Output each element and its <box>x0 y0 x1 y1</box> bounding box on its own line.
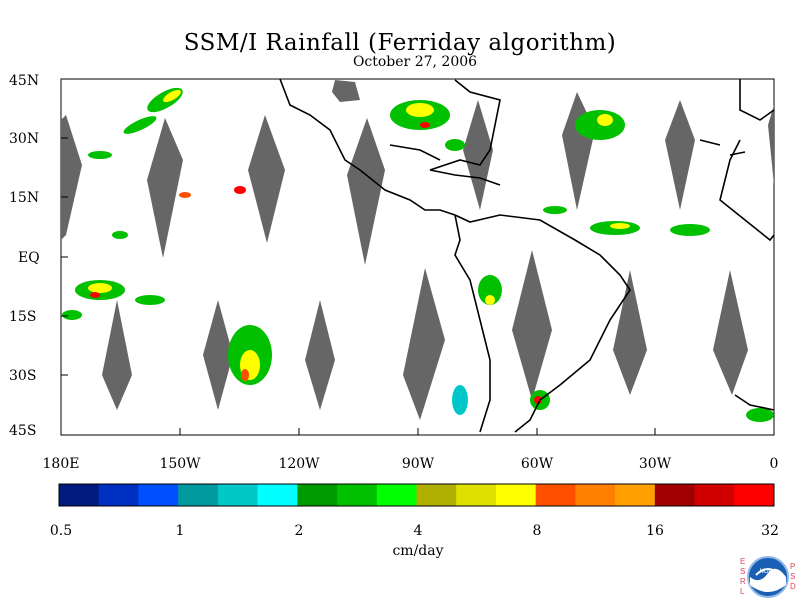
latitude-labels: 45N 30N 15N EQ 15S 30S 45S <box>9 73 40 439</box>
noaa-seal-text: NOAA <box>759 569 776 575</box>
colorbar-tick: 4 <box>414 523 423 539</box>
lat-label: 15S <box>9 309 36 325</box>
colorbar-swatch <box>535 484 576 506</box>
colorbar <box>59 484 775 506</box>
colorbar-swatch <box>59 484 100 506</box>
colorbar-tick: 2 <box>295 523 304 539</box>
colorbar-tick: 32 <box>761 523 779 539</box>
lat-label: 45S <box>9 423 36 439</box>
colorbar-swatch <box>654 484 696 506</box>
lon-label: 30W <box>639 456 672 472</box>
colorbar-swatch <box>178 484 219 506</box>
colorbar-swatch <box>734 484 775 506</box>
lon-label: 120W <box>278 456 320 472</box>
colorbar-swatch <box>376 484 417 506</box>
colorbar-swatch <box>217 484 259 506</box>
colorbar-unit: cm/day <box>392 543 443 559</box>
colorbar-tick-labels: 0.5 1 2 4 8 16 32 <box>50 523 779 539</box>
colorbar-swatch <box>98 484 139 506</box>
colorbar-swatch <box>257 484 298 506</box>
lat-label: 45N <box>9 73 39 89</box>
map-date: October 27, 2006 <box>352 54 478 70</box>
colorbar-frame <box>58 483 775 507</box>
logo-letter: E <box>740 557 746 566</box>
lon-label: 180E <box>43 456 80 472</box>
logo-letter: D <box>790 582 796 591</box>
logo-letter: S <box>740 567 746 576</box>
lat-label: 15N <box>9 190 39 206</box>
lon-label: 0 <box>770 456 779 472</box>
rainfall-patches <box>62 87 774 422</box>
lon-label: 150W <box>159 456 201 472</box>
colorbar-swatch <box>416 484 457 506</box>
swath-gaps <box>61 80 774 420</box>
lon-label: 60W <box>521 456 554 472</box>
map-title: SSM/I Rainfall (Ferriday algorithm) <box>183 30 617 56</box>
colorbar-swatch <box>495 484 537 506</box>
logo-letter: P <box>790 562 796 571</box>
lat-label: 30N <box>9 131 39 147</box>
colorbar-swatch <box>337 484 378 506</box>
colorbar-tick: 16 <box>646 523 664 539</box>
logo-letter: S <box>790 572 796 581</box>
colorbar-tick: 0.5 <box>50 523 72 539</box>
longitude-labels: 180E 150W 120W 90W 60W 30W 0 <box>43 456 779 472</box>
colorbar-swatch <box>694 484 735 506</box>
colorbar-tick: 1 <box>176 523 185 539</box>
colorbar-swatch <box>297 484 338 506</box>
colorbar-swatch <box>575 484 616 506</box>
logo-letter: L <box>740 587 745 596</box>
colorbar-tick: 8 <box>533 523 542 539</box>
lat-label: EQ <box>18 250 40 266</box>
axis-ticks <box>60 78 775 436</box>
colorbar-swatch <box>615 484 656 506</box>
colorbar-swatch <box>456 484 497 506</box>
logo-letter: R <box>740 577 746 586</box>
lon-label: 90W <box>402 456 435 472</box>
coastlines <box>279 78 775 433</box>
noaa-logo: E S R L P S D NOAA <box>740 555 796 600</box>
lat-label: 30S <box>9 368 36 384</box>
colorbar-swatch <box>138 484 179 506</box>
noaa-seal-icon: NOAA <box>747 556 789 598</box>
